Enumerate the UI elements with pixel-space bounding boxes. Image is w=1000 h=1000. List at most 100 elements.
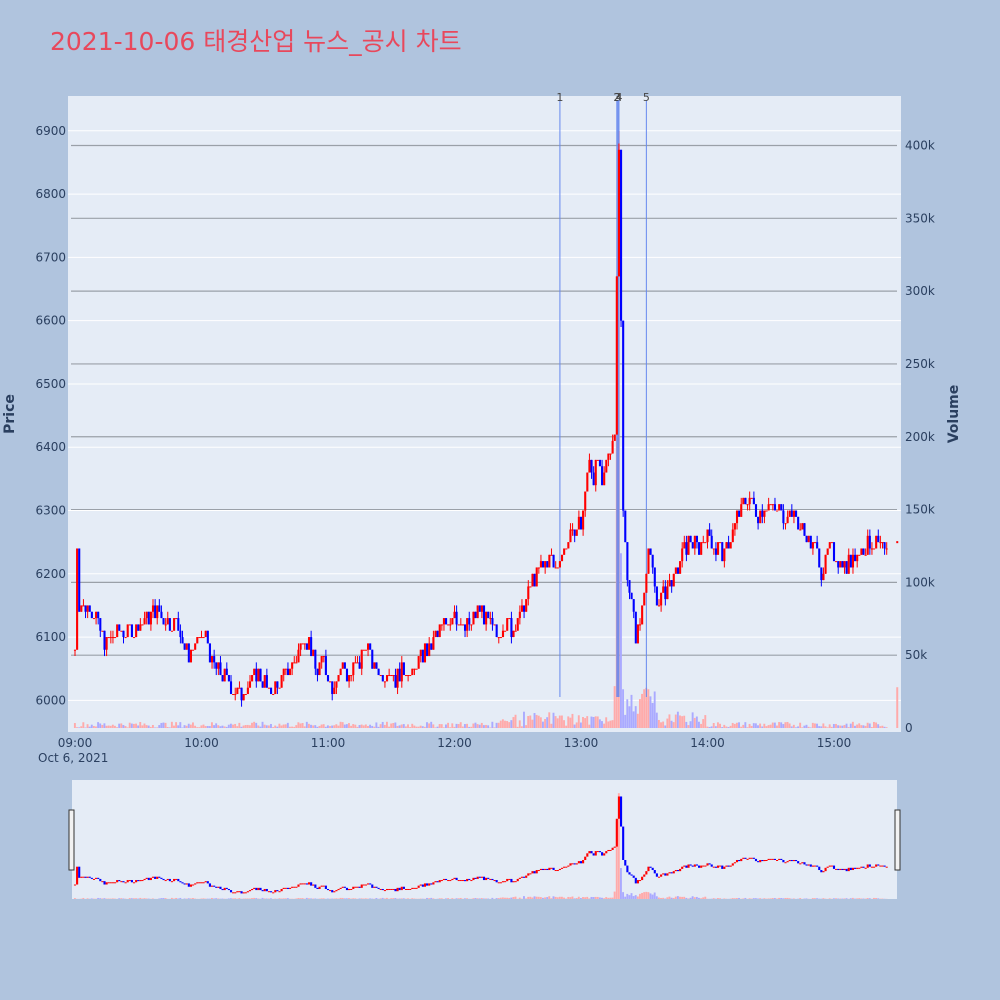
candle-body xyxy=(668,580,671,587)
volume-bar xyxy=(379,724,382,728)
candle-body xyxy=(208,643,211,663)
volume-bar xyxy=(531,719,534,728)
candle-body xyxy=(856,554,859,562)
mini-candle xyxy=(257,887,260,891)
mini-candle xyxy=(769,858,772,860)
candle-body xyxy=(649,548,652,555)
mini-volume-bar xyxy=(375,898,378,899)
mini-volume-bar xyxy=(856,898,859,899)
volume-bar xyxy=(518,720,521,728)
mini-volume-bar xyxy=(731,898,734,899)
mini-candle xyxy=(885,866,888,868)
candle-body xyxy=(845,561,848,574)
mini-volume-bar xyxy=(322,898,325,899)
candle-body xyxy=(339,668,342,676)
candle-body xyxy=(189,649,193,663)
x-tick-label: 15:00 xyxy=(817,736,852,750)
volume-bar xyxy=(88,726,91,728)
mini-candle xyxy=(175,878,178,880)
volume-bar xyxy=(683,715,686,728)
y-tick-label: 6800 xyxy=(35,187,66,201)
candle-body xyxy=(415,668,418,670)
mini-candle xyxy=(750,857,753,859)
volume-bar xyxy=(510,720,513,728)
range-slider-handle-left[interactable] xyxy=(68,809,75,871)
mini-volume-bar xyxy=(307,898,310,899)
mini-volume-bar xyxy=(851,897,854,899)
mini-volume-bar xyxy=(563,897,565,899)
mini-candle xyxy=(242,892,245,894)
candle-body xyxy=(607,453,610,460)
candle-body xyxy=(811,542,814,549)
candle-body xyxy=(111,637,115,639)
mini-candle xyxy=(710,864,713,867)
range-slider-handle-right[interactable] xyxy=(894,809,901,871)
mini-candle xyxy=(206,881,209,884)
volume-bar xyxy=(495,722,498,728)
mini-candle xyxy=(548,867,551,871)
candle-body xyxy=(651,554,654,568)
volume-bar xyxy=(164,722,167,728)
volume-bar xyxy=(735,722,738,728)
candle-body xyxy=(773,504,777,511)
mini-volume-bar xyxy=(666,897,669,899)
mini-candle xyxy=(820,870,823,873)
mini-volume-bar xyxy=(407,898,409,899)
candle-body xyxy=(369,643,372,650)
volume-bar xyxy=(242,725,245,728)
y-tick-label: 6700 xyxy=(35,250,66,264)
volume-bar xyxy=(487,725,490,728)
mini-candle xyxy=(238,891,241,893)
volume-bar xyxy=(415,726,418,728)
mini-candle xyxy=(200,882,203,884)
mini-candle xyxy=(556,870,559,872)
mini-candle xyxy=(320,885,323,887)
volume-bar xyxy=(251,722,253,728)
volume-bar xyxy=(303,726,306,728)
candle-body xyxy=(86,605,89,612)
mini-candle xyxy=(173,878,176,882)
mini-candle xyxy=(761,859,764,862)
volume-bar xyxy=(754,723,757,728)
candle-body xyxy=(379,675,382,677)
mini-candle xyxy=(824,867,827,872)
mini-volume-bar xyxy=(482,898,485,899)
mini-candle xyxy=(166,878,169,881)
candle-body xyxy=(333,687,336,695)
mini-candle xyxy=(487,877,490,879)
volume-bar xyxy=(501,719,504,728)
volume-bar xyxy=(270,723,272,728)
volume-bar xyxy=(236,726,239,728)
volume-bar xyxy=(832,724,835,728)
mini-volume-bar xyxy=(348,898,350,899)
candle-body xyxy=(805,535,808,543)
volume-bar xyxy=(719,723,721,728)
volume-bar xyxy=(759,723,762,728)
mini-candle xyxy=(282,887,285,889)
mini-volume-bar xyxy=(617,793,620,899)
volume-bar xyxy=(879,726,882,728)
mini-candle xyxy=(95,877,98,879)
mini-candle xyxy=(879,865,882,867)
volume-bar xyxy=(508,722,511,728)
candle-body xyxy=(818,548,821,568)
volume-bar xyxy=(369,724,372,728)
volume-bar xyxy=(588,724,591,728)
mini-candle xyxy=(523,876,526,878)
candle-body xyxy=(421,649,424,663)
mini-candle xyxy=(508,878,511,880)
volume-bar xyxy=(685,721,688,728)
volume-bar xyxy=(232,724,234,728)
mini-volume-bar xyxy=(255,898,258,899)
range-slider[interactable] xyxy=(72,780,897,899)
volume-bar xyxy=(666,718,669,728)
candle-body xyxy=(449,624,452,626)
candle-body xyxy=(647,548,650,574)
volume-bar xyxy=(402,724,405,728)
mini-volume-bar xyxy=(229,898,232,899)
volume-bar xyxy=(560,715,563,728)
mini-candle xyxy=(727,865,730,867)
volume-bar xyxy=(620,553,622,728)
mini-candle xyxy=(818,866,821,871)
volume-bar xyxy=(447,722,450,728)
